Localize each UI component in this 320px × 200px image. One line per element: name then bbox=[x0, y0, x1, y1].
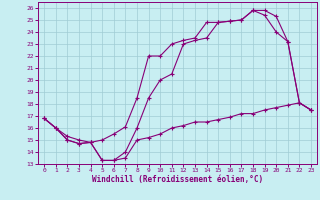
X-axis label: Windchill (Refroidissement éolien,°C): Windchill (Refroidissement éolien,°C) bbox=[92, 175, 263, 184]
